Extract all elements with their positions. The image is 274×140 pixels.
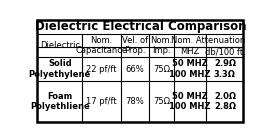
Text: Solid
Polyethylene: Solid Polyethylene: [29, 60, 91, 79]
Text: 2.0Ω
2.8Ω: 2.0Ω 2.8Ω: [214, 92, 236, 111]
Text: 75Ω: 75Ω: [153, 65, 170, 74]
Text: Nom.
Capacitance: Nom. Capacitance: [76, 36, 128, 55]
Text: 78%: 78%: [125, 97, 144, 106]
Text: 75Ω: 75Ω: [153, 97, 170, 106]
Text: 50 MHZ
100 MHZ: 50 MHZ 100 MHZ: [169, 60, 211, 79]
Text: 50 MHZ
100 MHZ: 50 MHZ 100 MHZ: [169, 92, 211, 111]
Text: 17 pf/ft: 17 pf/ft: [86, 97, 117, 106]
Text: MHZ: MHZ: [180, 47, 200, 56]
Text: Nom.
Imp.: Nom. Imp.: [150, 36, 172, 55]
Text: Nom. Attenuation: Nom. Attenuation: [172, 36, 246, 45]
Text: db/100 ft.: db/100 ft.: [204, 47, 245, 56]
Text: Dielectric Electrical Comparison: Dielectric Electrical Comparison: [35, 20, 246, 33]
Text: Foam
Polyethliene: Foam Polyethliene: [30, 92, 90, 111]
Text: Dielectric: Dielectric: [40, 41, 80, 50]
Text: 66%: 66%: [125, 65, 144, 74]
Text: 2.9Ω
3.3Ω: 2.9Ω 3.3Ω: [214, 60, 236, 79]
Text: 22 pf/ft: 22 pf/ft: [86, 65, 117, 74]
Text: Vel. of
Prop.: Vel. of Prop.: [122, 36, 148, 55]
